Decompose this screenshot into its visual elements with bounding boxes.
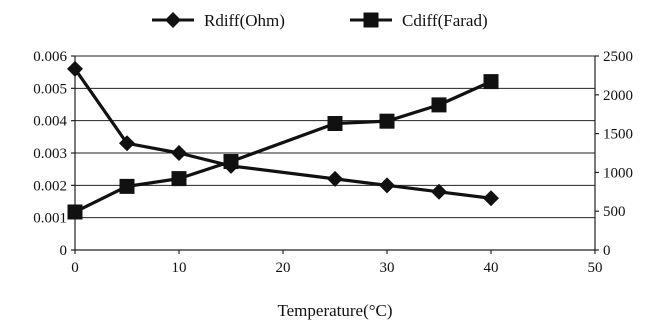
x-tick-label: 40 [484, 260, 499, 276]
x-tick-label: 10 [172, 260, 187, 276]
rdiff-point [379, 177, 395, 194]
legend-label: Rdiff(Ohm) [204, 11, 285, 30]
y-right-tick-label: 500 [603, 204, 626, 220]
series-line [73, 68, 492, 200]
cdiff-point [223, 154, 239, 170]
y-right-tick-label: 1000 [603, 165, 633, 181]
rdiff-point [483, 190, 499, 207]
cdiff-point [67, 204, 83, 220]
x-tick-label: 50 [588, 260, 603, 276]
cdiff-point [379, 113, 395, 129]
y-left-tick-label: 0.006 [33, 49, 67, 65]
x-tick-label: 30 [380, 260, 395, 276]
legend: Rdiff(Ohm) Cdiff(Farad) [152, 11, 488, 30]
tick-labels: 00.0010.0020.0030.0040.0050.006050010001… [33, 49, 633, 276]
axes [71, 55, 599, 254]
y-left-tick-label: 0.005 [33, 81, 67, 97]
y-left-tick-label: 0.004 [33, 114, 67, 130]
cdiff-point [431, 97, 447, 113]
square-marker-icon [363, 12, 379, 28]
legend-item: Rdiff(Ohm) [152, 11, 285, 30]
series-layer [67, 60, 499, 220]
y-right-tick-label: 1500 [603, 127, 633, 143]
rdiff-point [431, 183, 447, 200]
legend-label: Cdiff(Farad) [402, 11, 488, 30]
series-line [74, 80, 492, 214]
y-right-tick-label: 2000 [603, 88, 633, 104]
x-axis-title: Temperature(°C) [277, 301, 392, 320]
rdiff-point [119, 135, 135, 152]
rdiff-point [327, 170, 343, 187]
diamond-marker-icon [165, 12, 181, 28]
rdiff-point [171, 145, 187, 161]
cdiff-point [483, 74, 499, 90]
series-cdiff [67, 74, 499, 220]
cdiff-point [327, 116, 343, 132]
y-left-tick-label: 0.002 [33, 178, 67, 194]
y-left-tick-label: 0.001 [33, 211, 67, 227]
rdiff-point [67, 60, 83, 77]
y-right-tick-label: 2500 [603, 49, 633, 65]
x-tick-label: 0 [71, 260, 79, 276]
gridlines [75, 55, 595, 219]
cdiff-point [171, 171, 187, 187]
y-right-tick-label: 0 [603, 243, 611, 259]
x-tick-label: 20 [276, 260, 291, 276]
cdiff-point [119, 178, 135, 194]
legend-item: Cdiff(Farad) [350, 11, 488, 30]
y-left-tick-label: 0 [60, 243, 68, 259]
y-left-tick-label: 0.003 [33, 146, 67, 162]
